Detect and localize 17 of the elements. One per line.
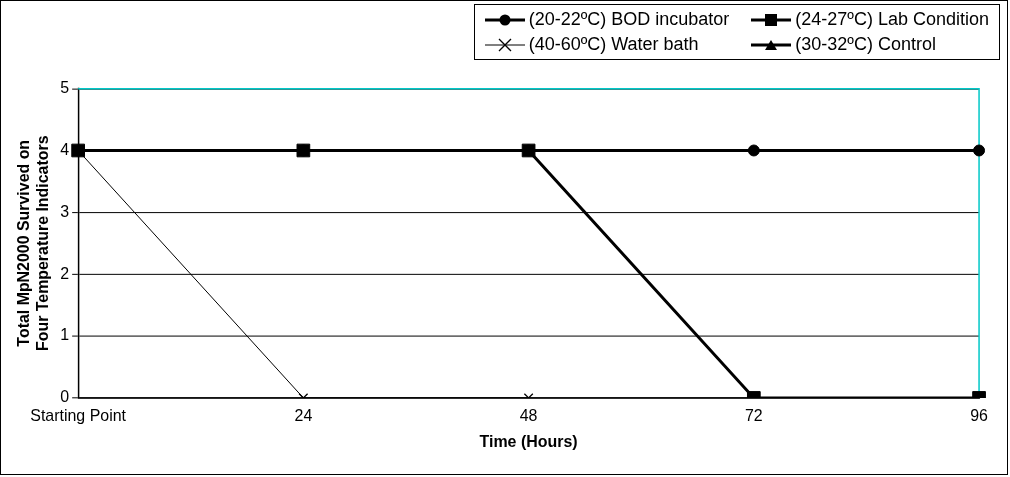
legend-label: (40-60ºC) Water bath <box>528 34 699 55</box>
y-tick-label: 2 <box>60 264 70 282</box>
y-tick-label: 3 <box>60 202 70 220</box>
y-tick-label: 4 <box>60 140 70 158</box>
x-tick-label: 96 <box>970 406 989 424</box>
x-tick-label: 48 <box>519 406 538 424</box>
x-axis-title: Time (Hours) <box>479 432 578 450</box>
legend-label: (24-27ºC) Lab Condition <box>795 9 989 30</box>
y-axis-title: Total MpN2000 Survived on Four Temperature Indicators <box>14 135 52 352</box>
legend-label: (30-32ºC) Control <box>795 34 936 55</box>
x-tick-label: 24 <box>294 406 313 424</box>
y-tick-label: 1 <box>60 326 70 344</box>
y-tick-label: 5 <box>60 79 70 97</box>
x-tick-label: Starting Point <box>30 406 127 424</box>
legend-label: (20-22ºC) BOD incubator <box>528 9 730 30</box>
y-tick-label: 0 <box>60 388 70 406</box>
x-tick-label: 72 <box>744 406 763 424</box>
